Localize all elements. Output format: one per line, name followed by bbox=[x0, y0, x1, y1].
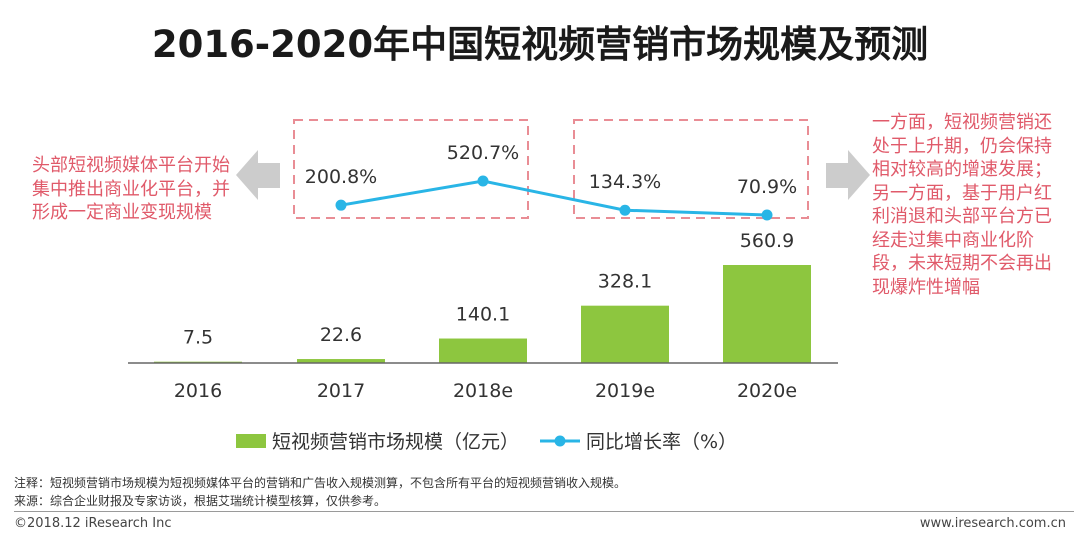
legend-swatch-bar bbox=[236, 434, 266, 448]
bar-value-label: 22.6 bbox=[320, 324, 362, 346]
left-arrow-icon bbox=[236, 150, 280, 200]
bar-2019e bbox=[581, 305, 669, 363]
right-annotation: 一方面，短视频营销还处于上升期，仍会保持相对较高的增速发展；另一方面，基于用户红… bbox=[872, 112, 1052, 298]
bar-2018e bbox=[439, 338, 527, 363]
x-tick-label: 2020e bbox=[737, 380, 797, 402]
growth-rate-label: 520.7% bbox=[447, 142, 519, 164]
labels-layer: 7.5 2016 22.6 2017 140.1 2018e 328.1 2019e 560.9… bbox=[174, 142, 797, 402]
left-annotation: 头部短视频媒体平台开始集中推出商业化平台，并形成一定商业变现规模 bbox=[32, 155, 230, 223]
bar-value-label: 140.1 bbox=[456, 304, 510, 326]
legend-label-line: 同比增长率（%） bbox=[586, 431, 737, 453]
growth-rate-point bbox=[619, 204, 631, 216]
growth-rate-label: 134.3% bbox=[589, 171, 661, 193]
bar-value-label: 328.1 bbox=[598, 271, 652, 293]
bars-layer bbox=[154, 265, 811, 363]
legend-label-bar: 短视频营销市场规模（亿元） bbox=[272, 431, 519, 453]
bar-value-label: 560.9 bbox=[740, 230, 794, 252]
growth-rate-point bbox=[335, 199, 347, 211]
x-tick-label: 2017 bbox=[317, 380, 365, 402]
right-arrow-icon bbox=[826, 150, 870, 200]
legend: 短视频营销市场规模（亿元） 同比增长率（%） bbox=[236, 431, 737, 453]
x-tick-label: 2016 bbox=[174, 380, 222, 402]
bar-2017 bbox=[297, 359, 385, 363]
line-layer bbox=[335, 175, 773, 221]
chart-title: 2016-2020年中国短视频营销市场规模及预测 bbox=[151, 23, 929, 66]
growth-rate-label: 200.8% bbox=[305, 166, 377, 188]
footnote-source: 来源：综合企业财报及专家访谈，根据艾瑞统计模型核算，仅供参考。 bbox=[14, 494, 387, 508]
growth-rate-line bbox=[340, 179, 768, 217]
footnote-note: 注释：短视频营销市场规模为短视频媒体平台的营销和广告收入规模测算，不包含所有平台… bbox=[14, 476, 627, 490]
copyright: ©2018.12 iResearch Inc bbox=[14, 516, 172, 531]
growth-rate-point bbox=[477, 175, 489, 187]
dashed-box-right bbox=[573, 119, 809, 219]
growth-rate-label: 70.9% bbox=[737, 176, 797, 198]
x-tick-label: 2019e bbox=[595, 380, 655, 402]
legend-swatch-point bbox=[554, 435, 566, 447]
bar-value-label: 7.5 bbox=[183, 327, 213, 349]
footer-divider bbox=[14, 511, 1074, 512]
dashed-box-left bbox=[293, 119, 529, 219]
growth-rate-point bbox=[761, 209, 773, 221]
website: www.iresearch.com.cn bbox=[919, 516, 1066, 531]
bar-2020e bbox=[723, 265, 811, 363]
x-tick-label: 2018e bbox=[453, 380, 513, 402]
